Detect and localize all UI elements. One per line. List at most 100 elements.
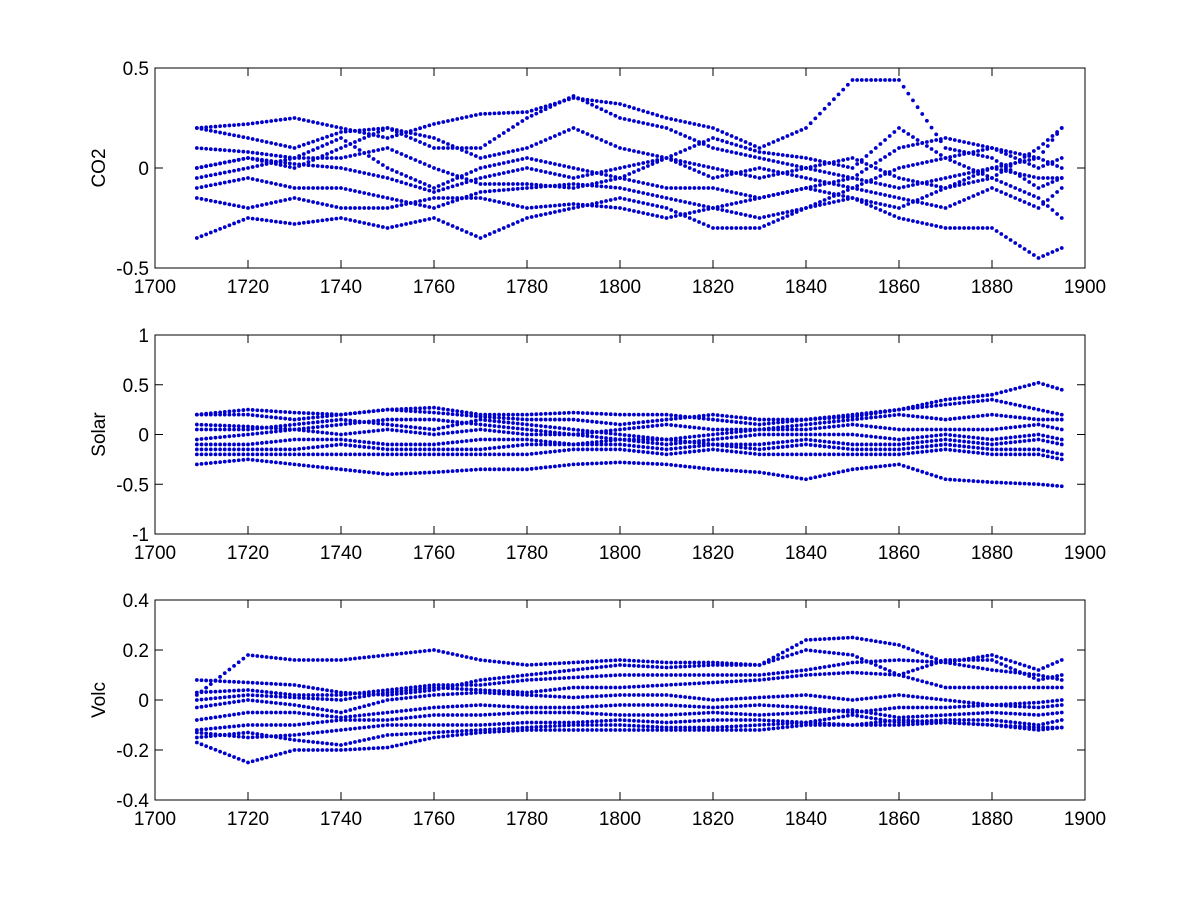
data-point	[683, 673, 687, 677]
data-point	[228, 689, 232, 693]
data-point	[539, 466, 543, 470]
data-point	[279, 702, 283, 706]
data-point	[321, 431, 325, 435]
data-point	[548, 662, 552, 666]
data-point	[334, 467, 338, 471]
data-point	[985, 167, 989, 171]
data-point	[995, 148, 999, 152]
data-point	[241, 453, 245, 457]
data-point	[562, 164, 566, 168]
data-point	[441, 693, 445, 697]
data-point	[706, 433, 710, 437]
data-point	[474, 448, 478, 452]
data-point	[418, 199, 422, 203]
data-point	[376, 701, 380, 705]
data-point	[525, 453, 529, 457]
data-point	[818, 695, 822, 699]
data-point	[204, 443, 208, 447]
data-point	[576, 428, 580, 432]
data-point	[307, 658, 311, 662]
data-point	[976, 446, 980, 450]
data-point	[330, 133, 334, 137]
data-point	[265, 723, 269, 727]
data-point	[604, 185, 608, 189]
data-point	[813, 694, 817, 698]
data-point	[237, 428, 241, 432]
data-point	[916, 441, 920, 445]
data-point	[772, 453, 776, 457]
data-point	[274, 142, 278, 146]
data-point	[595, 412, 599, 416]
data-point	[730, 415, 734, 419]
data-point	[400, 223, 404, 227]
data-point	[953, 478, 957, 482]
data-point	[548, 136, 552, 140]
y-tick-label: 0.5	[123, 376, 149, 397]
data-point	[627, 188, 631, 192]
data-point	[999, 437, 1003, 441]
data-point	[483, 453, 487, 457]
data-point	[860, 182, 864, 186]
data-point	[232, 424, 236, 428]
data-point	[1060, 166, 1064, 170]
data-point	[260, 694, 264, 698]
data-point	[720, 437, 724, 441]
data-point	[237, 694, 241, 698]
data-point	[772, 677, 776, 681]
data-point	[934, 683, 938, 687]
data-point	[920, 415, 924, 419]
data-point	[669, 442, 673, 446]
data-point	[553, 450, 557, 454]
data-point	[902, 407, 906, 411]
data-point	[767, 719, 771, 723]
data-point	[999, 190, 1003, 194]
data-point	[251, 654, 255, 658]
data-point	[534, 694, 538, 698]
data-point	[795, 155, 799, 159]
data-point	[804, 648, 808, 652]
data-point	[767, 174, 771, 178]
data-point	[283, 657, 287, 661]
data-point	[776, 428, 780, 432]
data-point	[958, 183, 962, 187]
data-point	[767, 168, 771, 172]
data-point	[944, 206, 948, 210]
data-point	[604, 421, 608, 425]
data-point	[404, 716, 408, 720]
data-point	[325, 419, 329, 423]
data-point	[953, 202, 957, 206]
data-point	[530, 438, 534, 442]
data-point	[953, 444, 957, 448]
data-point	[344, 167, 348, 171]
data-point	[409, 201, 413, 205]
data-point	[995, 453, 999, 457]
data-point	[762, 703, 766, 707]
data-point	[251, 205, 255, 209]
data-point	[674, 694, 678, 698]
data-point	[860, 434, 864, 438]
data-point	[279, 410, 283, 414]
data-point	[632, 421, 636, 425]
data-point	[734, 718, 738, 722]
x-tick-label: 1760	[413, 809, 455, 830]
data-point	[265, 453, 269, 457]
data-point	[892, 448, 896, 452]
data-point	[237, 204, 241, 208]
data-point	[427, 406, 431, 410]
data-point	[339, 658, 343, 662]
data-point	[218, 162, 222, 166]
data-point	[1037, 713, 1041, 717]
data-point	[223, 702, 227, 706]
data-point	[641, 684, 645, 688]
data-point	[888, 443, 892, 447]
data-point	[734, 697, 738, 701]
data-point	[358, 706, 362, 710]
data-point	[232, 724, 236, 728]
data-point	[516, 467, 520, 471]
data-point	[706, 663, 710, 667]
data-point	[372, 127, 376, 131]
data-point	[1004, 448, 1008, 452]
data-point	[953, 705, 957, 709]
data-point	[655, 419, 659, 423]
data-point	[823, 107, 827, 111]
